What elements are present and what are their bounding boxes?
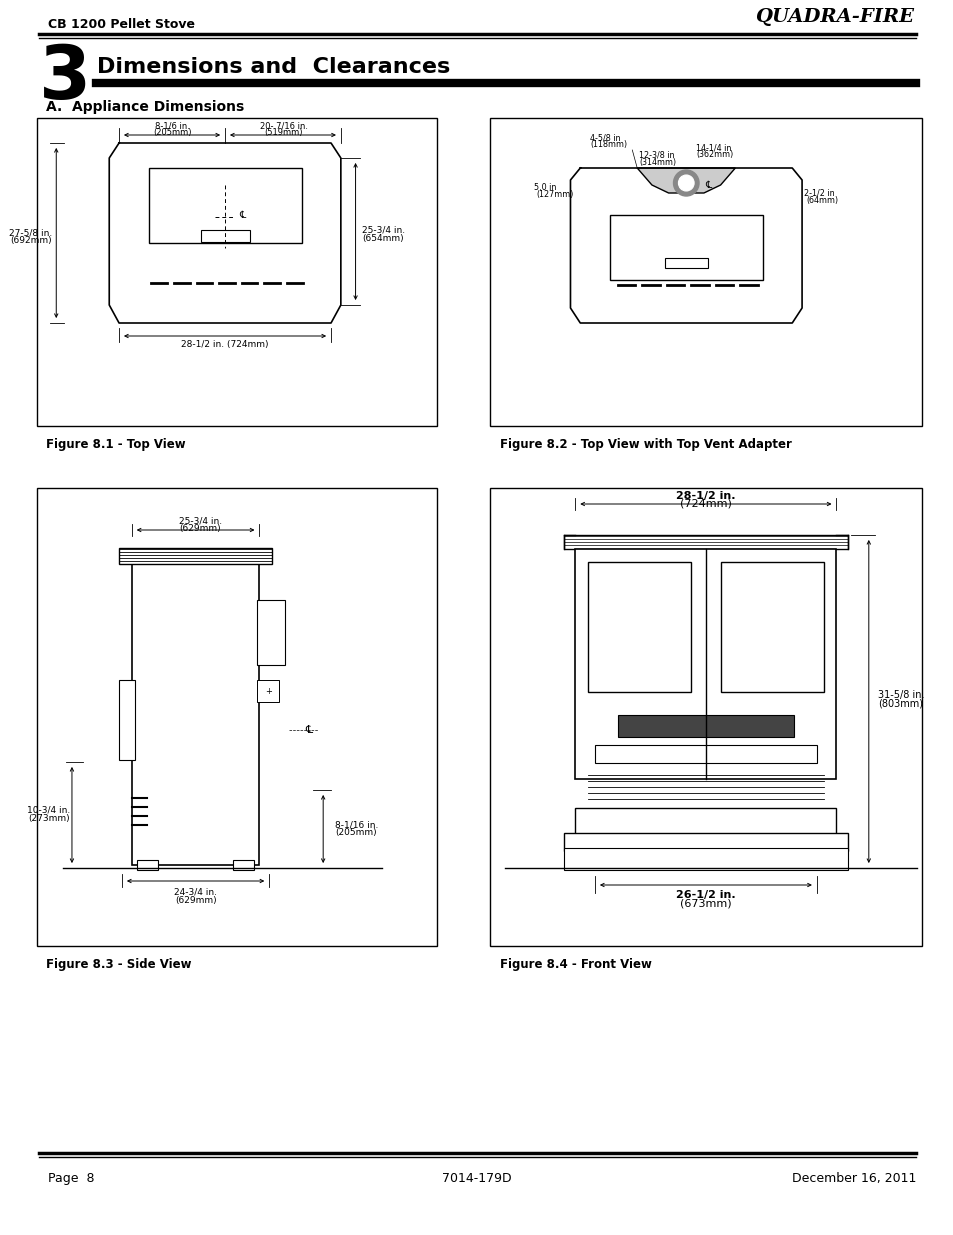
Bar [563,832,847,851]
Text: Dimensions and  Clearances: Dimensions and Clearances [97,57,450,77]
Bar [563,848,847,869]
Text: 12-3/8 in: 12-3/8 in [639,151,674,159]
Bar [233,860,254,869]
Text: 26-1/2 in.: 26-1/2 in. [676,890,735,900]
Text: (724mm): (724mm) [679,499,731,509]
Text: A.  Appliance Dimensions: A. Appliance Dimensions [47,100,244,114]
Text: 28-1/2 in. (724mm): 28-1/2 in. (724mm) [181,341,269,350]
Bar [136,860,158,869]
Bar [595,745,816,763]
Text: Figure 8.2 - Top View with Top Vent Adapter: Figure 8.2 - Top View with Top Vent Adap… [499,438,791,451]
Text: (692mm): (692mm) [10,236,52,246]
Text: Page  8: Page 8 [49,1172,94,1186]
Text: Figure 8.1 - Top View: Figure 8.1 - Top View [47,438,186,451]
Circle shape [678,175,694,191]
Text: 25-3/4 in.: 25-3/4 in. [179,516,222,526]
Text: (629mm): (629mm) [174,895,216,904]
Text: (654mm): (654mm) [362,233,404,242]
Circle shape [136,760,147,769]
Text: December 16, 2011: December 16, 2011 [791,1172,915,1186]
Bar [257,680,278,701]
Text: CB 1200 Pellet Stove: CB 1200 Pellet Stove [49,19,195,31]
Text: (205mm): (205mm) [335,829,376,837]
Polygon shape [637,168,735,193]
Bar [575,550,836,779]
Bar [563,535,847,550]
Text: ℄: ℄ [239,210,246,220]
Bar [119,680,134,760]
Text: (803mm): (803mm) [877,698,922,708]
Text: 10-3/4 in.: 10-3/4 in. [27,805,70,815]
Bar [609,215,762,280]
Bar [200,230,250,242]
Bar [490,119,921,426]
Text: 28-1/2 in.: 28-1/2 in. [676,492,735,501]
Text: 2-1/2 in: 2-1/2 in [803,189,834,198]
Text: 5.0 in: 5.0 in [534,184,556,193]
Bar [257,600,285,664]
Bar [575,808,836,836]
Bar [490,488,921,946]
Text: 20- 7/16 in.: 20- 7/16 in. [259,121,308,131]
Text: 27-5/8 in.: 27-5/8 in. [10,228,52,237]
Text: (519mm): (519mm) [264,128,303,137]
Text: (118mm): (118mm) [590,141,626,149]
Text: ℄: ℄ [305,725,312,735]
Text: QUADRA-FIRE: QUADRA-FIRE [754,7,913,26]
Text: (673mm): (673mm) [679,898,731,908]
Circle shape [673,170,699,196]
Text: (629mm): (629mm) [179,524,221,532]
Text: 14-1/4 in: 14-1/4 in [696,143,731,152]
Bar [617,715,794,737]
Text: 8-1/6 in.: 8-1/6 in. [154,121,190,131]
Text: Figure 8.4 - Front View: Figure 8.4 - Front View [499,958,651,971]
Circle shape [641,748,651,758]
Text: (362mm): (362mm) [696,151,733,159]
Circle shape [137,811,146,819]
Bar [132,559,259,864]
Text: 24-3/4 in.: 24-3/4 in. [173,888,217,897]
Bar [36,488,436,946]
Text: 3: 3 [38,42,91,115]
Text: +: + [265,687,272,695]
Text: Figure 8.3 - Side View: Figure 8.3 - Side View [47,958,192,971]
Text: (314mm): (314mm) [639,158,676,167]
Text: 25-3/4 in.: 25-3/4 in. [362,226,405,235]
Text: 8-1/16 in.: 8-1/16 in. [335,820,378,830]
Text: (205mm): (205mm) [152,128,192,137]
Text: ℄: ℄ [704,180,710,190]
Text: (64mm): (64mm) [805,195,838,205]
Text: 7014-179D: 7014-179D [442,1172,512,1186]
Circle shape [266,634,277,646]
Bar [119,548,272,564]
Bar [36,119,436,426]
Text: 4-5/8 in: 4-5/8 in [590,133,620,142]
Text: (273mm): (273mm) [29,814,70,823]
Text: (127mm): (127mm) [536,190,573,200]
Bar [588,562,691,692]
Bar [149,168,301,243]
Bar [720,562,822,692]
Bar [664,258,707,268]
Text: 31-5/8 in.: 31-5/8 in. [877,690,923,700]
